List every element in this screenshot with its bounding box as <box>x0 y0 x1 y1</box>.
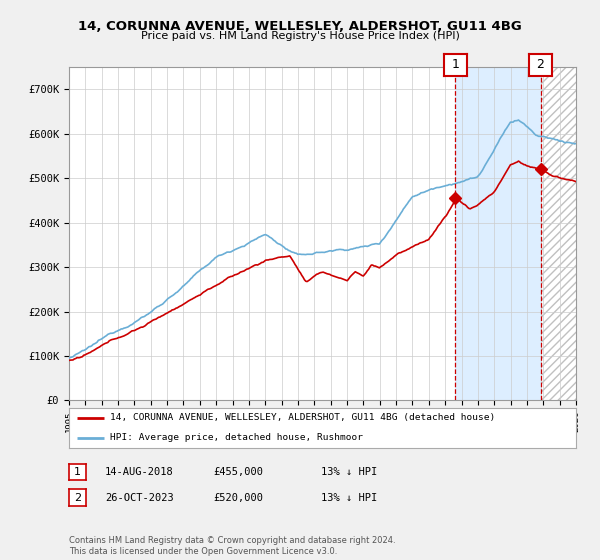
Text: 2: 2 <box>536 58 544 72</box>
Text: 13% ↓ HPI: 13% ↓ HPI <box>321 467 377 477</box>
Bar <box>455 67 541 400</box>
Text: 1: 1 <box>451 58 459 72</box>
Text: 1: 1 <box>74 467 81 477</box>
Text: 13% ↓ HPI: 13% ↓ HPI <box>321 493 377 503</box>
Text: HPI: Average price, detached house, Rushmoor: HPI: Average price, detached house, Rush… <box>110 433 362 442</box>
Text: £520,000: £520,000 <box>213 493 263 503</box>
Text: 14-AUG-2018: 14-AUG-2018 <box>105 467 174 477</box>
Text: Contains HM Land Registry data © Crown copyright and database right 2024.
This d: Contains HM Land Registry data © Crown c… <box>69 536 395 556</box>
Text: 14, CORUNNA AVENUE, WELLESLEY, ALDERSHOT, GU11 4BG: 14, CORUNNA AVENUE, WELLESLEY, ALDERSHOT… <box>78 20 522 32</box>
Text: 14, CORUNNA AVENUE, WELLESLEY, ALDERSHOT, GU11 4BG (detached house): 14, CORUNNA AVENUE, WELLESLEY, ALDERSHOT… <box>110 413 495 422</box>
Text: 2: 2 <box>74 493 81 503</box>
Text: £455,000: £455,000 <box>213 467 263 477</box>
Text: Price paid vs. HM Land Registry's House Price Index (HPI): Price paid vs. HM Land Registry's House … <box>140 31 460 41</box>
Text: 26-OCT-2023: 26-OCT-2023 <box>105 493 174 503</box>
